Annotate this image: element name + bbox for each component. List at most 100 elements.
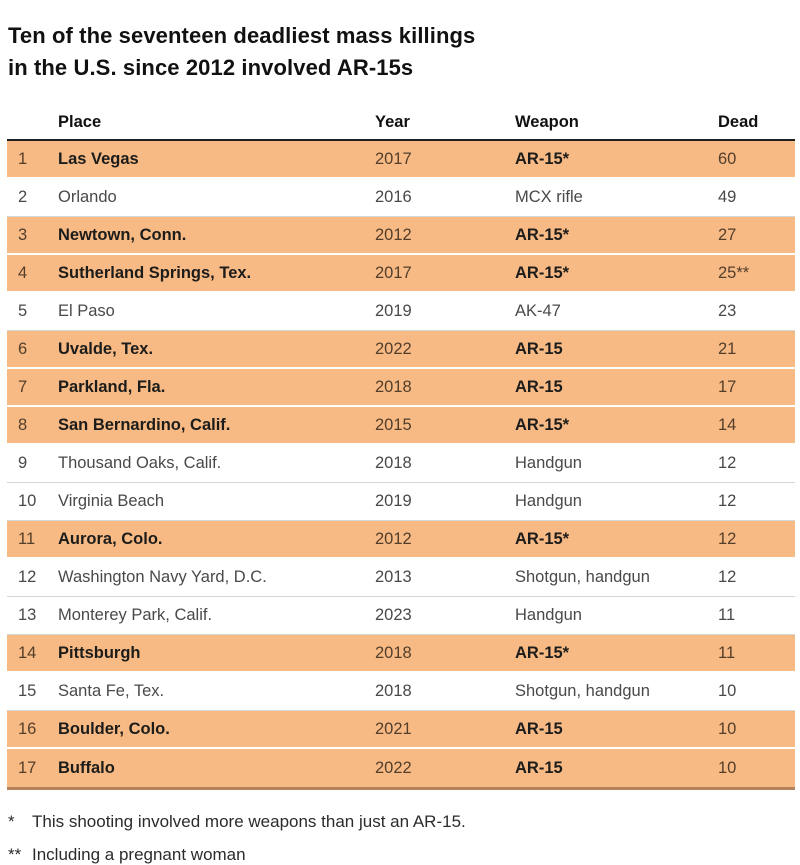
year-cell: 2015	[375, 415, 412, 434]
table-row: 12 Washington Navy Yard, D.C. 2013 Shotgun,…	[7, 559, 795, 597]
table-row: 17 Buffalo 2022 AR-15 10	[7, 749, 795, 787]
dead-cell: 60	[718, 149, 737, 168]
rank-cell: 16	[18, 719, 37, 738]
weapon-cell: AR-15*	[515, 149, 570, 168]
place-cell: Las Vegas	[58, 149, 139, 168]
dead-cell: 10	[718, 682, 737, 700]
table-row: 14 Pittsburgh 2018 AR-15* 11	[7, 635, 795, 673]
rank-cell: 14	[18, 643, 37, 662]
footnote-double-asterisk: ** Including a pregnant woman	[8, 838, 800, 865]
dead-cell: 14	[718, 415, 737, 434]
footnotes: * This shooting involved more weapons tha…	[8, 805, 800, 865]
rank-cell: 11	[18, 529, 36, 548]
year-cell: 2017	[375, 149, 412, 168]
double-asterisk-marker: **	[8, 845, 22, 864]
table-body: 1 Las Vegas 2017 AR-15* 60 2 Orlando 2016 MCX ri…	[7, 141, 795, 787]
weapon-cell: AR-15*	[515, 643, 570, 662]
year-cell: 2021	[375, 719, 412, 738]
year-cell: 2022	[375, 339, 412, 358]
year-cell: 2016	[375, 188, 412, 206]
weapon-cell: AR-15	[515, 719, 563, 738]
year-cell: 2013	[375, 568, 412, 586]
dead-cell: 11	[718, 606, 736, 624]
weapon-cell: Handgun	[515, 492, 582, 510]
weapon-cell: AK-47	[515, 302, 561, 320]
rank-cell: 6	[18, 339, 28, 358]
place-cell: Newtown, Conn.	[58, 225, 187, 244]
rank-cell: 3	[18, 225, 28, 244]
table-row: 11 Aurora, Colo. 2012 AR-15* 12	[7, 521, 795, 559]
place-cell: El Paso	[58, 302, 115, 320]
weapon-cell: Shotgun, handgun	[515, 568, 650, 586]
table-row: 4 Sutherland Springs, Tex. 2017 AR-15* 25**	[7, 255, 795, 293]
rank-cell: 10	[18, 492, 37, 510]
place-cell: Boulder, Colo.	[58, 719, 170, 738]
year-column-header: Year	[375, 113, 410, 131]
place-cell: Pittsburgh	[58, 643, 141, 662]
footnote-single-asterisk: * This shooting involved more weapons tha…	[8, 805, 800, 838]
rank-cell: 13	[18, 606, 37, 624]
dead-cell: 17	[718, 377, 737, 396]
year-cell: 2018	[375, 377, 412, 396]
table-row: 15 Santa Fe, Tex. 2018 Shotgun, handgun 10	[7, 673, 795, 711]
dead-cell: 10	[718, 758, 737, 777]
year-cell: 2018	[375, 682, 412, 700]
table-row: 1 Las Vegas 2017 AR-15* 60	[7, 141, 795, 179]
place-cell: Aurora, Colo.	[58, 529, 163, 548]
year-cell: 2012	[375, 225, 412, 244]
footnote-text: Including a pregnant woman	[32, 845, 246, 864]
weapon-cell: AR-15*	[515, 225, 570, 244]
dead-cell: 12	[718, 529, 737, 548]
weapon-cell: MCX rifle	[515, 188, 583, 206]
asterisk-marker: *	[8, 812, 15, 831]
weapon-column-header: Weapon	[515, 113, 579, 131]
place-cell: Thousand Oaks, Calif.	[58, 454, 222, 472]
year-cell: 2017	[375, 263, 412, 282]
rank-cell: 8	[18, 415, 28, 434]
year-cell: 2018	[375, 643, 412, 662]
table-row: 10 Virginia Beach 2019 Handgun 12	[7, 483, 795, 521]
rank-cell: 9	[18, 454, 28, 472]
chart-title-line-2: in the U.S. since 2012 involved AR-15s	[8, 55, 414, 80]
rank-cell: 7	[18, 377, 28, 396]
table-row: 13 Monterey Park, Calif. 2023 Handgun 11	[7, 597, 795, 635]
weapon-cell: AR-15	[515, 339, 563, 358]
year-cell: 2012	[375, 529, 412, 548]
table-row: 3 Newtown, Conn. 2012 AR-15* 27	[7, 217, 795, 255]
rank-cell: 15	[18, 682, 37, 700]
dead-cell: 27	[718, 225, 737, 244]
rank-cell: 17	[18, 758, 37, 777]
weapon-cell: AR-15	[515, 758, 563, 777]
table-row: 16 Boulder, Colo. 2021 AR-15 10	[7, 711, 795, 749]
weapon-cell: AR-15*	[515, 263, 570, 282]
place-cell: Virginia Beach	[58, 492, 165, 510]
place-cell: Parkland, Fla.	[58, 377, 166, 396]
deadliest-killings-table: Place Year Weapon Dead 1 Las Vegas 2017 AR-…	[7, 92, 795, 790]
year-cell: 2019	[375, 302, 412, 320]
weapon-cell: Handgun	[515, 606, 582, 624]
year-cell: 2023	[375, 606, 412, 624]
rank-cell: 1	[18, 149, 28, 168]
place-cell: Uvalde, Tex.	[58, 339, 154, 358]
year-cell: 2022	[375, 758, 412, 777]
table-row: 7 Parkland, Fla. 2018 AR-15 17	[7, 369, 795, 407]
place-cell: Sutherland Springs, Tex.	[58, 263, 252, 282]
weapon-cell: Handgun	[515, 454, 582, 472]
dead-cell: 12	[718, 454, 737, 472]
dead-cell: 23	[718, 302, 737, 320]
dead-cell: 49	[718, 188, 737, 206]
dead-cell: 11	[718, 643, 736, 662]
weapon-cell: AR-15*	[515, 415, 570, 434]
dead-cell: 12	[718, 492, 737, 510]
weapon-cell: Shotgun, handgun	[515, 682, 650, 700]
chart-title: Ten of the seventeen deadliest mass kill…	[0, 0, 800, 84]
dead-cell: 12	[718, 568, 737, 586]
rank-cell: 12	[18, 568, 37, 586]
table-row: 6 Uvalde, Tex. 2022 AR-15 21	[7, 331, 795, 369]
dead-cell: 21	[718, 339, 737, 358]
table-row: 9 Thousand Oaks, Calif. 2018 Handgun 12	[7, 445, 795, 483]
weapon-cell: AR-15*	[515, 529, 570, 548]
year-cell: 2018	[375, 454, 412, 472]
dead-column-header: Dead	[718, 113, 759, 131]
